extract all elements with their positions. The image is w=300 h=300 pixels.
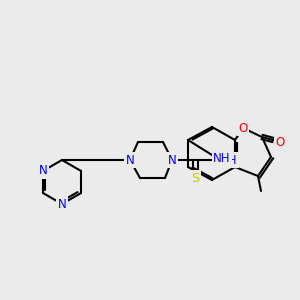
Text: N: N xyxy=(39,164,47,178)
Text: S: S xyxy=(191,172,199,184)
Text: N: N xyxy=(126,154,134,166)
Text: N: N xyxy=(39,164,47,178)
Text: N: N xyxy=(168,154,176,166)
Text: NH: NH xyxy=(213,152,231,164)
Text: O: O xyxy=(238,122,247,134)
Text: O: O xyxy=(275,136,285,148)
Text: N: N xyxy=(58,197,66,211)
Text: N: N xyxy=(126,154,134,166)
Text: NH: NH xyxy=(213,152,231,164)
Text: N: N xyxy=(168,154,176,166)
Text: NH: NH xyxy=(220,154,238,166)
Text: S: S xyxy=(191,172,199,184)
Text: O: O xyxy=(275,136,285,148)
Text: N: N xyxy=(58,197,66,211)
Text: O: O xyxy=(238,122,247,134)
